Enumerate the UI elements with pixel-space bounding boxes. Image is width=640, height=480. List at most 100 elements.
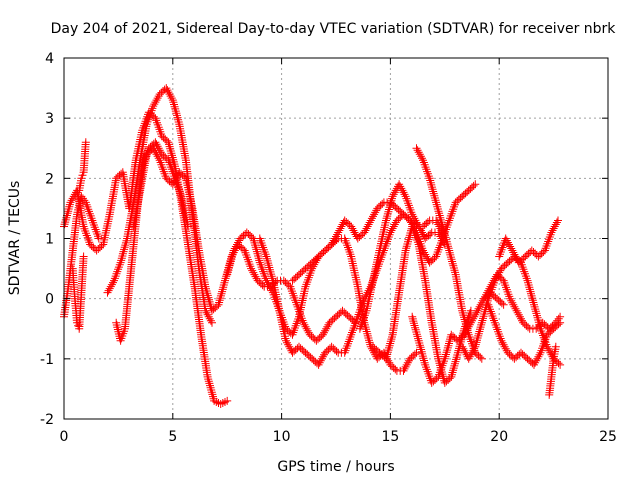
data-series (288, 198, 447, 285)
data-point (216, 291, 225, 300)
data-point (469, 181, 478, 190)
data-point (314, 360, 323, 369)
data-point (508, 246, 517, 255)
data-point (529, 298, 538, 307)
data-point (450, 359, 459, 368)
data-point (556, 360, 565, 369)
data-point (421, 250, 430, 259)
data-point (508, 298, 517, 307)
data-point (174, 115, 183, 124)
data-point (474, 329, 483, 338)
data-point (452, 353, 461, 362)
data-point (387, 335, 396, 344)
data-point (404, 235, 413, 244)
data-point (362, 224, 371, 233)
data-point (412, 348, 421, 357)
data-point (427, 183, 436, 192)
data-point (215, 298, 224, 307)
data-point (420, 358, 429, 367)
data-point (460, 315, 469, 324)
data-point (168, 151, 176, 160)
data-point (405, 233, 414, 242)
data-point (153, 142, 162, 151)
chart-title: Day 204 of 2021, Sidereal Day-to-day VTE… (51, 21, 617, 37)
data-point (527, 289, 535, 298)
data-point (166, 144, 175, 153)
data-point (120, 243, 129, 252)
data-point (254, 252, 263, 260)
data-point (445, 337, 454, 346)
data-point (391, 365, 400, 374)
data-point (399, 366, 408, 375)
y-tick-label: -1 (40, 352, 54, 368)
data-point (554, 216, 562, 225)
data-point (442, 348, 451, 357)
data-point (448, 259, 457, 268)
data-point (419, 354, 428, 363)
y-tick-label: 3 (45, 111, 54, 127)
y-tick-label: 2 (45, 171, 54, 187)
data-point (386, 337, 395, 346)
data-point (423, 218, 432, 226)
data-point (216, 294, 225, 303)
data-series (68, 252, 88, 333)
data-point (444, 244, 453, 253)
data-point (217, 289, 226, 298)
data-point (153, 94, 162, 103)
data-point (525, 285, 534, 294)
data-point (266, 267, 275, 276)
data-point (551, 342, 560, 351)
data-point (401, 362, 410, 371)
data-point (410, 321, 419, 330)
data-point (449, 264, 458, 272)
data-point (170, 102, 179, 111)
data-point (79, 252, 88, 261)
data-point (472, 308, 481, 317)
data-point (117, 254, 126, 263)
data-point (431, 196, 440, 205)
data-point (206, 316, 215, 325)
data-point (118, 249, 127, 258)
data-point (117, 256, 126, 265)
x-tick-label: 0 (60, 429, 69, 445)
data-point (517, 314, 525, 323)
data-point (435, 230, 444, 239)
data-series (495, 216, 562, 267)
data-point (267, 270, 276, 279)
x-tick-label: 25 (599, 429, 617, 445)
data-series (112, 138, 192, 345)
data-point (208, 318, 216, 327)
data-series (480, 270, 565, 333)
data-point (120, 245, 129, 254)
data-point (166, 147, 175, 155)
data-point (268, 274, 277, 283)
data-point (479, 312, 488, 321)
data-point (530, 300, 538, 309)
data-point (429, 187, 438, 196)
data-point (524, 278, 533, 287)
data-marks (60, 84, 565, 408)
data-point (451, 357, 460, 366)
data-point (489, 276, 498, 285)
data-point (402, 244, 411, 253)
data-point (441, 352, 450, 361)
data-point (162, 84, 171, 93)
data-point (409, 319, 418, 328)
data-point (552, 218, 561, 227)
data-point (488, 278, 497, 287)
data-point (416, 152, 425, 161)
data-point (253, 249, 262, 258)
data-point (264, 261, 273, 270)
y-tick-label: 0 (45, 292, 54, 308)
data-point (220, 278, 229, 287)
data-point (412, 330, 421, 339)
data-point (473, 334, 482, 342)
data-point (171, 107, 180, 116)
data-point (433, 202, 442, 211)
data-point (475, 327, 484, 336)
data-point (418, 349, 427, 358)
data-point (479, 314, 487, 323)
data-point (366, 216, 375, 225)
data-point (476, 323, 485, 332)
data-point (420, 248, 429, 257)
